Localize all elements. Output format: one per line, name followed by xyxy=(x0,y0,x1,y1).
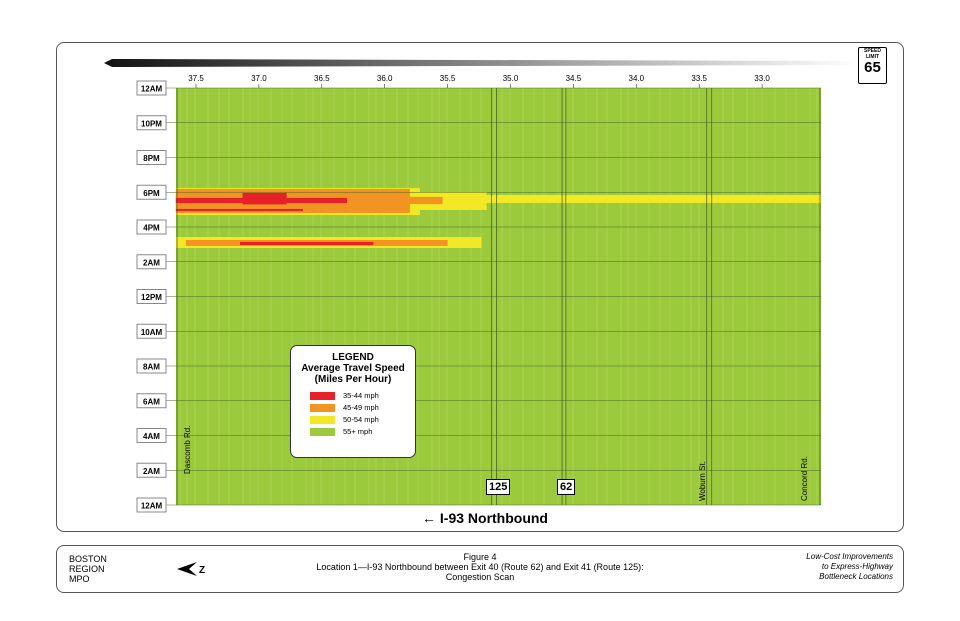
legend-item: 45-49 mph xyxy=(310,403,415,412)
y-tick-box xyxy=(136,184,167,200)
y-tick-label: 4AM xyxy=(143,432,160,441)
y-tick-box xyxy=(136,150,167,165)
y-tick-label: 8AM xyxy=(143,363,160,372)
legend-swatch xyxy=(310,403,335,412)
x-tick-label: 37.0 xyxy=(251,74,267,83)
figure-frame xyxy=(56,42,904,532)
legend-item: 55+ mph xyxy=(310,427,415,436)
left-arrow-icon: ← xyxy=(422,510,436,526)
report-title: Low-Cost Improvements to Express-Highway B… xyxy=(806,552,893,582)
y-tick-label: 10PM xyxy=(141,119,162,128)
route-62-shield: 62 xyxy=(557,479,576,495)
heatmap-cell xyxy=(175,208,303,212)
y-tick-label: 10AM xyxy=(141,328,163,337)
y-tick-box xyxy=(136,219,167,235)
legend-item: 50-54 mph xyxy=(310,415,415,424)
speed-limit-sign: SPEED LIMIT 65 xyxy=(858,47,887,84)
svg-text:Z: Z xyxy=(199,565,205,576)
legend: LEGEND Average Travel Speed (Miles Per H… xyxy=(290,345,416,458)
route-125-shield: 125 xyxy=(486,479,511,495)
legend-label: 55+ mph xyxy=(343,427,373,436)
org-line: MPO xyxy=(69,574,90,584)
y-tick-box xyxy=(136,358,167,374)
speed-limit-text: LIMIT xyxy=(865,54,880,60)
road-label: Concord Rd. xyxy=(800,456,809,501)
legend-label: 35-44 mph xyxy=(343,391,379,400)
x-tick-label: 36.5 xyxy=(314,74,330,83)
org-line: REGION xyxy=(69,564,105,574)
legend-swatch xyxy=(310,415,335,424)
x-tick-label: 34.0 xyxy=(629,74,645,83)
y-tick-label: 2AM xyxy=(143,258,160,267)
north-arrow-icon: Z xyxy=(177,562,205,576)
footer: BOSTON REGION MPO Z Figure 4 Location 1—I-9… xyxy=(56,545,904,593)
x-tick-label: 36.0 xyxy=(377,74,393,83)
caption-line: Location 1—I-93 Northbound between Exit … xyxy=(316,562,644,572)
legend-title: LEGEND xyxy=(332,352,374,363)
y-tick-label: 2AM xyxy=(143,467,160,476)
figure-number: Figure 4 xyxy=(463,552,497,562)
x-tick-label: 37.5 xyxy=(188,74,204,83)
y-tick-box xyxy=(136,254,167,270)
heatmap-cell xyxy=(240,241,374,246)
org-line: BOSTON xyxy=(69,554,107,564)
legend-label: 45-49 mph xyxy=(343,403,379,412)
y-tick-box xyxy=(136,428,167,443)
y-tick-box xyxy=(136,115,167,131)
heatmap-cell xyxy=(242,192,287,205)
y-tick-label: 12PM xyxy=(141,293,162,302)
y-tick-box xyxy=(136,323,167,339)
y-tick-label: 6AM xyxy=(143,397,160,406)
org-name: BOSTON REGION MPO xyxy=(69,554,107,584)
y-tick-box xyxy=(136,393,167,409)
road-label: Woburn St. xyxy=(698,461,707,501)
report-line: Low-Cost Improvements xyxy=(806,552,893,561)
y-tick-box xyxy=(136,462,167,478)
y-tick-box xyxy=(136,289,167,304)
heatmap-cell xyxy=(175,195,822,204)
y-tick-label: 4PM xyxy=(143,224,160,233)
road-label: Dascomb Rd. xyxy=(183,425,192,474)
legend-swatch xyxy=(310,391,335,400)
legend-label: 50-54 mph xyxy=(343,415,379,424)
y-tick-label: 12AM xyxy=(141,85,163,94)
y-tick-label: 8PM xyxy=(143,154,160,163)
x-tick-label: 33.5 xyxy=(691,74,707,83)
y-tick-box xyxy=(136,80,167,96)
legend-subtitle: (Miles Per Hour) xyxy=(314,374,392,385)
caption-line: Congestion Scan xyxy=(445,572,515,582)
speed-limit-text: SPEED xyxy=(864,48,881,54)
y-tick-label: 12AM xyxy=(141,502,163,511)
x-tick-label: 33.0 xyxy=(754,74,770,83)
x-tick-label: 34.5 xyxy=(566,74,582,83)
report-line: Bottleneck Locations xyxy=(819,572,893,581)
legend-swatch xyxy=(310,427,335,436)
y-tick-label: 6PM xyxy=(143,189,160,198)
caption: Figure 4 Location 1—I-93 Northbound betwe… xyxy=(57,552,903,582)
report-line: to Express-Highway xyxy=(821,562,893,571)
speed-limit-value: 65 xyxy=(864,59,881,76)
x-tick-label: 35.0 xyxy=(503,74,519,83)
direction-text: I-93 Northbound xyxy=(439,510,548,526)
legend-item: 35-44 mph xyxy=(310,391,415,400)
legend-subtitle: Average Travel Speed xyxy=(301,363,405,374)
direction-arrow-bar xyxy=(104,59,858,67)
x-tick-label: 35.5 xyxy=(440,74,456,83)
y-tick-box xyxy=(136,497,167,513)
direction-label: ← I-93 Northbound xyxy=(422,510,548,526)
